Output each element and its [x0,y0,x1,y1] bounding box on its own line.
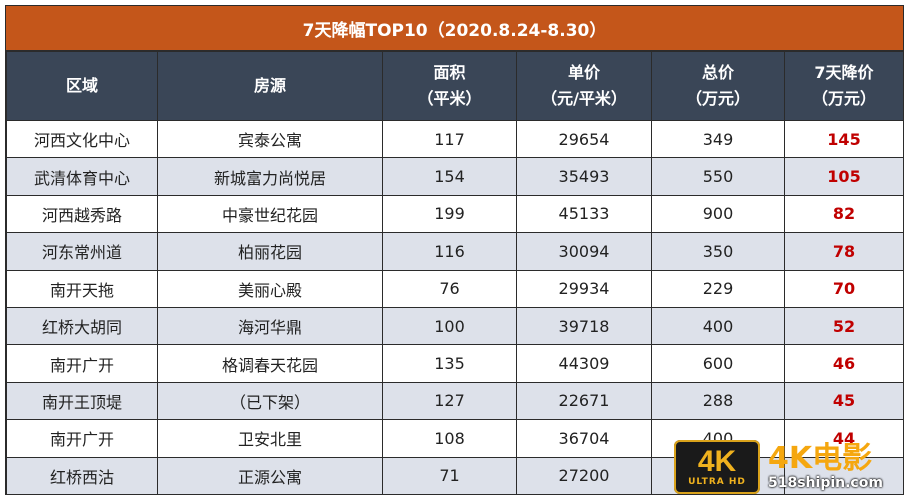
cell-size: 117 [382,119,517,159]
table-row: 河西越秀路 中豪世纪花园 199 45133 900 82 [6,194,904,234]
cell-area: 红桥大胡同 [6,306,158,346]
cell-drop: 70 [784,269,904,308]
cell-area: 南开广开 [6,344,158,383]
cell-area: 南开王顶堤 [6,381,158,421]
header-total-price: 总价 （万元） [651,51,785,121]
table-row: 河东常州道 柏丽花园 116 30094 350 78 [6,232,904,271]
header-listing: 房源 [157,51,383,121]
cell-listing: 柏丽花园 [157,232,383,271]
cell-listing: （已下架） [157,381,383,421]
cell-total: 550 [651,157,785,196]
cell-size: 100 [382,306,517,346]
table-row: 南开王顶堤 （已下架） 127 22671 288 45 [6,381,904,421]
cell-listing: 卫安北里 [157,419,383,458]
cell-listing: 新城富力尚悦居 [157,157,383,196]
cell-size: 116 [382,232,517,271]
cell-unit-price: 45133 [516,194,652,234]
cell-area: 河东常州道 [6,232,158,271]
4k-logo-icon: 4K ULTRA HD [674,440,760,494]
cell-drop: 45 [784,381,904,421]
cell-listing: 正源公寓 [157,456,383,495]
table-row: 河西文化中心 宾泰公寓 117 29654 349 145 [6,119,904,159]
cell-size: 76 [382,269,517,308]
cell-drop: 78 [784,232,904,271]
cell-listing: 格调春天花园 [157,344,383,383]
cell-size: 127 [382,381,517,421]
watermark: 4K ULTRA HD 4K电影 518shipin.com [674,438,902,496]
cell-area: 红桥西沽 [6,456,158,495]
table-title: 7天降幅TOP10（2020.8.24-8.30） [6,6,903,51]
cell-drop: 46 [784,344,904,383]
cell-listing: 宾泰公寓 [157,119,383,159]
cell-total: 288 [651,381,785,421]
cell-drop: 52 [784,306,904,346]
cell-unit-price: 35493 [516,157,652,196]
table-row: 武清体育中心 新城富力尚悦居 154 35493 550 105 [6,157,904,196]
cell-unit-price: 22671 [516,381,652,421]
cell-unit-price: 44309 [516,344,652,383]
ranking-table-frame: 7天降幅TOP10（2020.8.24-8.30） 区域 房源 面积 （平米） 单价 （元… [5,5,904,495]
table-row: 南开广开 卫安北里 108 36704 400 44 [6,419,904,458]
watermark-site: 518shipin.com [768,475,883,491]
header-row: 区域 房源 面积 （平米） 单价 （元/平米） 总价 （万元） 7天降价 （万元） [6,51,904,121]
cell-area: 南开天拖 [6,269,158,308]
table-row: 南开广开 格调春天花园 135 44309 600 46 [6,344,904,383]
cell-drop [784,456,904,495]
watermark-brand: 4K电影 [768,441,873,476]
cell-total: 229 [651,269,785,308]
cell-size: 154 [382,157,517,196]
cell-size: 108 [382,419,517,458]
cell-drop: 145 [784,119,904,159]
cell-total: 400 [651,306,785,346]
cell-area: 武清体育中心 [6,157,158,196]
header-unit-price: 单价 （元/平米） [516,51,652,121]
table-row: 红桥西沽 正源公寓 71 27200 [6,456,904,495]
cell-area: 南开广开 [6,419,158,458]
header-area: 区域 [6,51,158,121]
table-body: 河西文化中心 宾泰公寓 117 29654 349 145 武清体育中心 新城富力尚悦居 154… [6,119,904,495]
price-drop-table: 区域 房源 面积 （平米） 单价 （元/平米） 总价 （万元） 7天降价 （万元） 河西文化中心宾… [6,51,904,495]
cell-total: 900 [651,194,785,234]
cell-total: 600 [651,344,785,383]
cell-listing: 中豪世纪花园 [157,194,383,234]
header-size: 面积 （平米） [382,51,517,121]
cell-unit-price: 39718 [516,306,652,346]
cell-size: 71 [382,456,517,495]
cell-drop: 44 [784,419,904,458]
cell-unit-price: 30094 [516,232,652,271]
cell-total: 349 [651,119,785,159]
cell-area: 河西越秀路 [6,194,158,234]
table-row: 红桥大胡同 海河华鼎 100 39718 400 52 [6,306,904,346]
cell-unit-price: 36704 [516,419,652,458]
cell-area: 河西文化中心 [6,119,158,159]
cell-listing: 美丽心殿 [157,269,383,308]
cell-drop: 105 [784,157,904,196]
cell-drop: 82 [784,194,904,234]
cell-size: 199 [382,194,517,234]
cell-unit-price: 29934 [516,269,652,308]
cell-size: 135 [382,344,517,383]
cell-listing: 海河华鼎 [157,306,383,346]
cell-total: 350 [651,232,785,271]
cell-unit-price: 27200 [516,456,652,495]
table-row: 南开天拖 美丽心殿 76 29934 229 70 [6,269,904,308]
header-price-drop: 7天降价 （万元） [784,51,904,121]
cell-unit-price: 29654 [516,119,652,159]
